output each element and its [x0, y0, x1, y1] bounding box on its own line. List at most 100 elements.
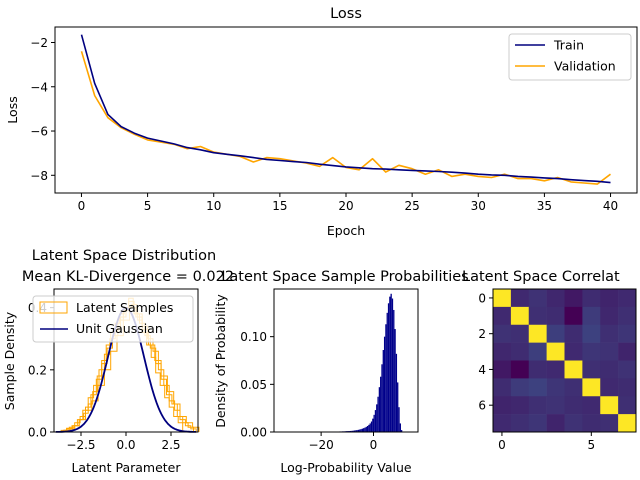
probability-bar: [393, 309, 395, 432]
loss-xtick-label: 30: [471, 199, 486, 213]
latent-ytick-label: 0.2: [28, 363, 47, 377]
legend-latent-samples-swatch: [39, 301, 68, 314]
heatmap-cell: [528, 342, 547, 361]
sample-probabilities-title: Latent Space Sample Probabilities: [221, 269, 468, 285]
probability-bar: [399, 423, 401, 432]
correlation-heatmap-ticks: 0 5 0 2 4 6: [478, 291, 595, 452]
heatmap-cell: [582, 289, 601, 308]
heatmap-cell: [582, 396, 601, 415]
loss-ytick-label: −8: [30, 169, 48, 183]
heatmap-cell: [546, 306, 565, 326]
heatmap-cell: [600, 378, 619, 397]
heatmap-cell: [600, 306, 619, 326]
heatmap-cell: [564, 396, 583, 415]
heatmap-cell: [582, 306, 601, 326]
probabilities-xtick-label: −20: [308, 438, 333, 452]
heatmap-cell: [618, 324, 637, 343]
heatmap-cell: [546, 342, 565, 361]
latent-xtick-label: −2.5: [66, 438, 95, 452]
heatmap-cell: [546, 396, 565, 415]
probability-bar: [359, 429, 361, 432]
probability-bar: [356, 430, 358, 432]
heatmap-cell: [493, 378, 512, 397]
latent-distribution-ylabel: Sample Density: [2, 311, 17, 410]
loss-chart-title: Loss: [330, 6, 362, 22]
heatmap-cell: [528, 360, 547, 379]
probabilities-xtick-label: 0: [370, 438, 378, 452]
legend-validation-label: Validation: [554, 59, 616, 74]
probability-bar: [376, 404, 378, 432]
loss-xtick-label: 10: [206, 199, 221, 213]
probability-bar: [361, 428, 364, 432]
probability-bar: [397, 382, 399, 432]
loss-xtick-label: 25: [404, 199, 419, 213]
heatmap-cell: [564, 378, 583, 397]
heatmap-cell: [564, 289, 583, 308]
loss-chart-xlabel: Epoch: [327, 223, 365, 238]
heatmap-cell: [528, 378, 547, 397]
probability-bar: [374, 410, 377, 432]
probability-bar: [387, 303, 390, 432]
heatmap-cell: [600, 396, 619, 415]
loss-chart-ylabel: Loss: [5, 96, 20, 123]
latent-ytick-label: 0.0: [28, 426, 47, 440]
heatmap-cell: [528, 306, 547, 326]
heatmap-cell: [510, 360, 530, 379]
probability-bar: [382, 350, 384, 432]
latent-xtick-label: 0.0: [116, 438, 135, 452]
heatmap-cell: [564, 342, 583, 361]
probability-bar: [383, 336, 386, 432]
heatmap-cell: [493, 289, 512, 308]
heatmap-cell: [493, 306, 512, 326]
heatmap-cell: [546, 289, 565, 308]
heatmap-cell: [528, 289, 547, 308]
latent-distribution-xlabel: Latent Parameter: [71, 460, 181, 475]
loss-chart-frame: [54, 26, 638, 194]
heatmap-cell: [564, 306, 583, 326]
heatmap-cell: [564, 360, 583, 379]
probability-bar: [372, 418, 374, 432]
heatmap-cell: [546, 360, 565, 379]
heatmap-cell: [600, 360, 619, 379]
probability-bar: [386, 312, 388, 432]
heatmap-cell: [564, 414, 583, 433]
latent-distribution-legend: Latent Samples Unit Gaussian: [32, 295, 194, 343]
heatmap-ytick-label: 4: [478, 363, 486, 377]
probabilities-ytick-label: 0.00: [240, 426, 267, 440]
probability-bar: [360, 429, 362, 432]
loss-line-train: [80, 34, 611, 184]
legend-unit-gaussian-label: Unit Gaussian: [76, 321, 163, 336]
sample-probabilities-bars: [331, 293, 403, 432]
latent-xtick-label: 2.5: [161, 438, 180, 452]
loss-xtick-label: 5: [144, 199, 152, 213]
loss-ytick-label: −2: [30, 36, 48, 50]
loss-xtick-label: 15: [272, 199, 287, 213]
sample-probabilities-ticks: −20 0 0.00 0.05 0.10: [240, 330, 377, 452]
probability-bar: [389, 296, 391, 432]
heatmap-cell: [618, 289, 637, 308]
probability-bar: [351, 430, 353, 432]
heatmap-ytick-label: 6: [478, 399, 486, 413]
heatmap-cell: [600, 414, 619, 433]
loss-chart-ticks: 0 5 10 15 20 25 30 35 40 −8 −6 −4 −2: [30, 36, 618, 213]
heatmap-cell: [600, 324, 619, 343]
probability-bar: [365, 426, 367, 432]
probability-bar: [373, 414, 375, 432]
probability-bar: [400, 430, 403, 432]
latent-distribution-title: Latent Space Distribution: [32, 248, 216, 264]
heatmap-cell: [510, 396, 530, 415]
probability-bar: [353, 430, 356, 432]
probability-bar: [357, 429, 360, 432]
loss-ytick-label: −4: [30, 80, 48, 94]
heatmap-cell: [493, 342, 512, 361]
loss-chart-series: [80, 34, 611, 185]
legend-latent-samples-label: Latent Samples: [76, 300, 173, 315]
sample-probabilities-xlabel: Log-Probability Value: [280, 460, 412, 475]
correlation-heatmap-cells: [493, 289, 637, 433]
heatmap-cell: [600, 342, 619, 361]
probability-bar: [368, 424, 370, 432]
loss-xtick-label: 0: [78, 199, 86, 213]
heatmap-cell: [510, 342, 530, 361]
heatmap-cell: [510, 324, 530, 343]
heatmap-cell: [564, 324, 583, 343]
